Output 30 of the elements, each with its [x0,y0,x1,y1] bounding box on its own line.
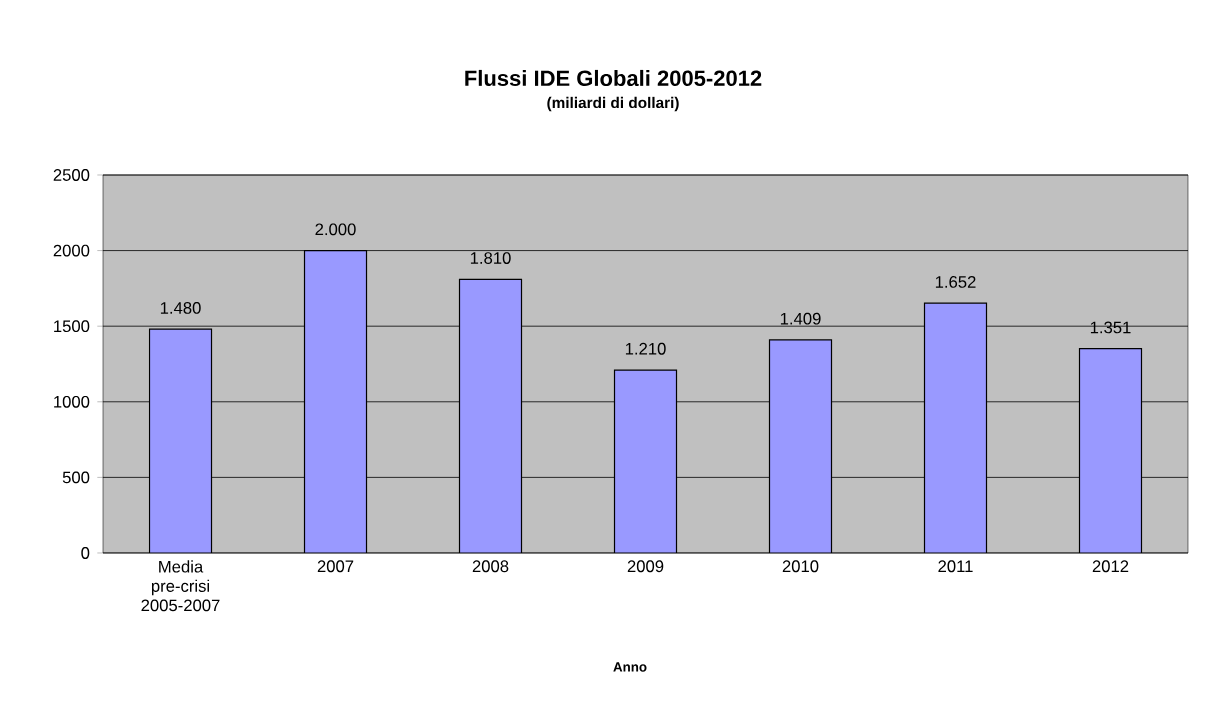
x-tick-label: 2011 [938,560,973,573]
bar [148,328,213,553]
y-tick-label: 1000 [54,395,90,408]
x-axis-title: Anno [613,662,647,672]
x-tick-label: 2012 [1092,560,1129,573]
x-tick-label: 2007 [317,560,354,573]
bar [613,369,678,553]
bar [1078,348,1143,553]
chart-subtitle: (miliardi di dollari) [547,96,679,112]
data-label: 1.480 [160,302,201,314]
data-label: 1.409 [780,312,821,325]
data-label: 1.810 [470,252,511,264]
data-label: 1.351 [1090,321,1131,334]
data-label: 2.000 [315,223,356,236]
bar [303,249,368,553]
x-tick-label: 2008 [472,560,509,573]
x-tick-label: 2009 [627,560,664,573]
y-tick-label: 2000 [53,244,90,257]
data-label: 1.652 [935,276,976,288]
bar [923,302,988,553]
x-tick-label: 2010 [782,560,819,573]
bar [458,278,523,553]
y-tick-label: 2500 [53,169,90,181]
y-tick-label: 0 [81,547,90,559]
x-tick-label: Media pre-crisi 2005-2007 [141,560,220,612]
y-tick-label: 1500 [54,320,90,333]
y-tick-label: 500 [62,471,90,484]
data-label: 1.210 [625,342,666,355]
chart-title: Flussi IDE Globali 2005-2012 [465,69,762,87]
bar [768,339,833,553]
